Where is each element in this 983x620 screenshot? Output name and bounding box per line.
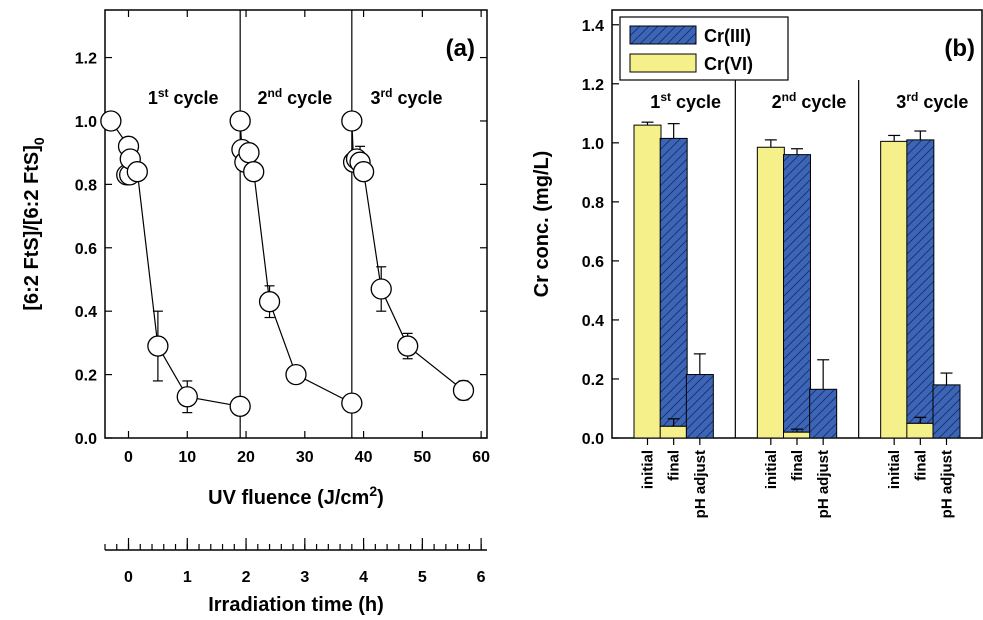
panel-a-cycle-label: 1st cycle (148, 86, 219, 108)
panel-b-cycle-label: 2nd cycle (772, 90, 847, 112)
panel-b-bar-cr6 (880, 140, 909, 439)
time-axis-tick-label: 2 (242, 569, 251, 586)
panel-a-cycle-label: 3rd cycle (370, 86, 442, 108)
panel-a-x-tick-label: 0 (124, 449, 133, 466)
panel-b-bar-cr6 (783, 431, 811, 439)
panel-b-y-tick-label: 1.0 (582, 136, 604, 153)
panel-b-category-label: pH adjust (939, 450, 956, 518)
panel-b-bar-cr3 (685, 374, 714, 439)
panel-b-legend: Cr(III) Cr(VI) (619, 16, 789, 81)
panel-b-bars (633, 121, 961, 439)
panel-b-category-label: final (912, 450, 929, 481)
panel-b-bar-cr3 (906, 139, 935, 424)
panel-b-bar-cr3 (932, 384, 961, 439)
panel-a-cycle-labels: 1st cycle 2nd cycle 3rd cycle (148, 86, 443, 108)
panel-b-y-tick-label: 0.4 (582, 313, 604, 330)
panel-b-chart: 0.0 0.2 0.4 0.6 0.8 1.0 1.2 1.4 initial final pH … (531, 9, 983, 518)
panel-b-category-label: pH adjust (815, 450, 832, 518)
legend-label-cr3: Cr(III) (704, 26, 751, 46)
panel-a-data-point (126, 161, 148, 183)
panel-a-x-tick-label: 40 (355, 449, 373, 466)
panel-b-category-label: initial (886, 450, 903, 489)
panel-a-x-tick-label: 10 (178, 449, 196, 466)
panel-a-data-point (397, 335, 419, 357)
panel-a-x-tick-label: 50 (413, 449, 431, 466)
panel-b-y-tick-label: 1.4 (582, 18, 604, 35)
legend-label-cr6: Cr(VI) (704, 54, 753, 74)
legend-swatch-cr3 (629, 25, 697, 45)
panel-a-x-tick-label: 30 (296, 449, 314, 466)
panel-a-x-axis-title: UV fluence (J/cm2) (208, 483, 384, 509)
panel-b-cycle-label: 1st cycle (650, 90, 721, 112)
panel-a-data-point (238, 142, 260, 164)
time-axis-tick-label: 0 (124, 569, 133, 586)
panel-a-y-tick-label: 0.8 (75, 177, 97, 194)
panel-b-cycle-labels: 1st cycle 2nd cycle 3rd cycle (650, 90, 968, 112)
panel-b-ticks: 0.0 0.2 0.4 0.6 0.8 1.0 1.2 1.4 (582, 18, 619, 448)
irradiation-time-axis: 0 1 2 3 4 5 6 Irradiation time (h) (104, 538, 487, 616)
panel-b-bar-cr6 (906, 422, 935, 439)
panel-a-y-tick-label: 0.6 (75, 241, 97, 258)
panel-b-y-tick-label: 0.8 (582, 195, 604, 212)
panel-a-y-tick-label: 1.2 (75, 51, 97, 68)
panel-a-y-tick-label: 0.4 (75, 304, 97, 321)
time-axis-tick-label: 1 (183, 569, 192, 586)
panel-a-data-point (352, 161, 375, 183)
panel-a-y-tick-label: 0.0 (75, 431, 97, 448)
panel-b-category-label: initial (763, 450, 780, 489)
panel-a-data-point (229, 110, 251, 132)
panel-a-tag: (a) (446, 35, 475, 62)
panel-a-data-point (258, 291, 281, 313)
panel-a-data-point (341, 110, 363, 132)
panel-a-series (100, 110, 475, 417)
panel-b-category-labels: initial final pH adjust initial final pH adju… (640, 438, 956, 518)
panel-a-data-point (147, 335, 169, 357)
panel-b-bar-cr3 (809, 388, 838, 439)
panel-b-y-tick-label: 0.6 (582, 254, 604, 271)
panel-a-data-point (100, 110, 122, 132)
time-axis-tick-label: 5 (418, 569, 427, 586)
panel-b-cycle-label: 3rd cycle (896, 90, 968, 112)
panel-b-bar-cr3 (783, 154, 811, 433)
panel-a-data-point (243, 161, 265, 183)
panel-a-cycle-label: 2nd cycle (257, 86, 332, 108)
panel-b-category-label: initial (640, 450, 657, 489)
panel-b-tag: (b) (944, 35, 975, 62)
panel-b-cycle-dividers (734, 80, 860, 438)
panel-b-y-tick-label: 1.2 (582, 77, 604, 94)
panel-a-y-tick-label: 0.2 (75, 368, 97, 385)
panel-b-category-label: final (789, 450, 806, 481)
panel-a-data-point (452, 379, 475, 402)
panel-b-bar-cr6 (756, 146, 785, 439)
time-axis-tick-label: 6 (477, 569, 486, 586)
panel-a-y-axis-title: [6:2 FtS]/[6:2 FtS]0 (21, 137, 47, 311)
panel-a-data-point (176, 386, 198, 408)
panel-b-category-label: final (666, 450, 683, 481)
legend-swatch-cr6 (629, 53, 697, 73)
panel-a-data-point (341, 392, 363, 414)
time-axis-tick-label: 4 (359, 569, 368, 586)
panel-a-chart: 0 10 20 30 40 50 60 0.0 0.2 0.4 0.6 0.8 1.0 1.2 (a) 1… (21, 9, 490, 509)
panel-b-y-axis-title: Cr conc. (mg/L) (531, 151, 553, 298)
panel-b-bar-cr3 (659, 137, 688, 427)
time-axis-title: Irradiation time (h) (208, 594, 384, 616)
panel-a-x-tick-label: 60 (472, 449, 490, 466)
time-axis-ticks: 0 1 2 3 4 5 6 (104, 538, 486, 586)
panel-a-data-point (229, 395, 251, 417)
panel-b-category-label: pH adjust (692, 450, 709, 518)
panel-b-bar-cr6 (659, 425, 688, 439)
panel-a-plot-frame (104, 9, 488, 439)
panel-b-y-tick-label: 0.0 (582, 431, 604, 448)
panel-a-ticks: 0 10 20 30 40 50 60 0.0 0.2 0.4 0.6 0.8 1.0 1.2 (75, 10, 490, 466)
panel-b-bar-cr6 (633, 124, 662, 439)
panel-a-y-tick-label: 1.0 (75, 114, 97, 131)
panel-a-data-point (285, 363, 307, 386)
time-axis-tick-label: 3 (300, 569, 309, 586)
panel-a-x-tick-label: 20 (237, 449, 255, 466)
panel-a-data-point (370, 278, 392, 300)
panel-a-cycle-dividers (239, 10, 353, 438)
panel-b-y-tick-label: 0.2 (582, 372, 604, 389)
